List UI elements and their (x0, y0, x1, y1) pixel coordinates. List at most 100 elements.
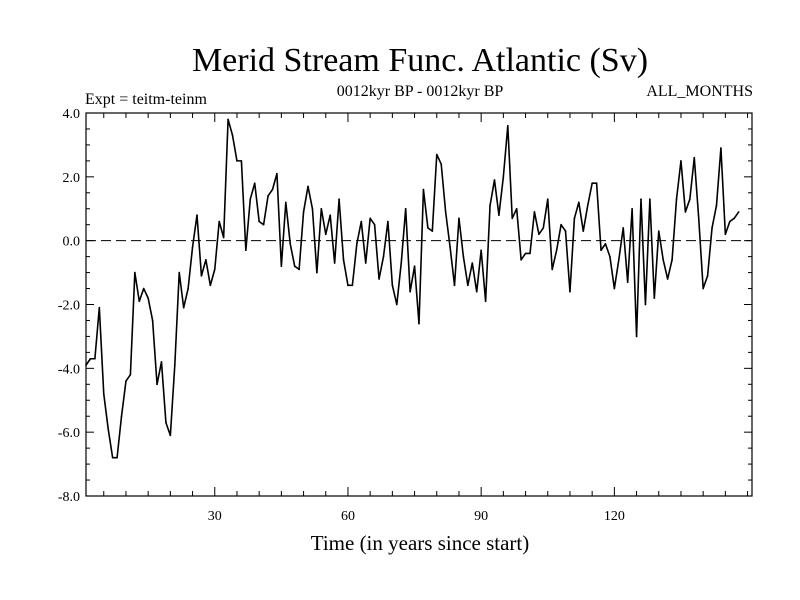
series-line (85, 118, 740, 459)
data-point (200, 274, 203, 277)
data-point (382, 255, 385, 258)
data-point (347, 284, 349, 287)
y-tick-label: -6.0 (58, 426, 80, 441)
x-tick-label: 90 (474, 509, 488, 524)
data-point (538, 233, 540, 236)
data-point (475, 290, 478, 293)
x-tick-label: 60 (341, 509, 355, 524)
data-point (125, 380, 127, 382)
data-point (462, 255, 465, 258)
data-point (720, 147, 722, 149)
data-point (205, 259, 207, 261)
data-point (213, 268, 216, 271)
data-point (600, 249, 602, 252)
data-point (111, 456, 114, 459)
y-tick-label: -2.0 (58, 299, 80, 314)
data-point (551, 268, 553, 271)
data-point (396, 303, 398, 306)
data-point (582, 230, 585, 232)
data-point (555, 249, 558, 252)
data-point (249, 198, 252, 200)
data-point (404, 207, 407, 210)
data-point (142, 287, 145, 290)
data-point (431, 230, 434, 232)
data-point (134, 271, 136, 274)
data-point (351, 284, 354, 287)
data-point (342, 259, 345, 261)
data-point (369, 217, 371, 220)
data-point (165, 421, 167, 424)
experiment-label: Expt = teitm-teinm (85, 91, 207, 108)
data-point (307, 185, 309, 188)
y-tick-label: -8.0 (58, 490, 80, 505)
data-point (715, 204, 718, 207)
y-tick-label: 0.0 (63, 235, 81, 250)
data-point (693, 156, 696, 159)
data-point (706, 274, 709, 277)
data-point (546, 198, 549, 200)
data-point (245, 249, 247, 252)
data-point (444, 211, 447, 213)
data-point (586, 204, 589, 207)
y-axis-ticks: -8.0 -6.0 -4.0 -2.0 0.0 2.0 4.0 (58, 107, 752, 505)
data-point (373, 223, 376, 226)
data-point (151, 319, 154, 322)
data-point (440, 163, 443, 165)
data-point (378, 278, 380, 280)
data-point (94, 357, 96, 360)
data-points (85, 118, 740, 459)
data-point (595, 182, 598, 185)
data-point (604, 243, 607, 245)
data-point (729, 220, 731, 223)
data-point (666, 278, 669, 280)
data-point (138, 300, 141, 303)
data-point (222, 236, 225, 239)
data-point (542, 227, 545, 229)
data-point (458, 217, 460, 220)
data-point (120, 415, 123, 418)
data-point (333, 262, 336, 264)
data-point (422, 188, 425, 191)
data-point (293, 265, 296, 268)
data-point (356, 243, 358, 245)
data-point (427, 227, 429, 229)
data-point (524, 252, 527, 255)
data-point (285, 201, 287, 204)
data-point (489, 204, 491, 207)
data-point (684, 211, 687, 213)
data-point (653, 297, 656, 299)
data-point (209, 284, 212, 287)
data-point (418, 322, 420, 325)
data-point (196, 214, 198, 216)
data-point (622, 227, 625, 229)
data-point (116, 456, 118, 459)
y-tick-label: 2.0 (63, 171, 81, 186)
data-point (102, 393, 105, 395)
data-point (484, 300, 487, 303)
data-point (147, 297, 149, 299)
data-point (480, 249, 482, 252)
plot-frame (85, 112, 753, 497)
data-point (240, 160, 243, 162)
data-point (329, 214, 332, 216)
data-point (702, 287, 704, 290)
x-axis-label: Time (in years since start) (311, 531, 530, 555)
data-point (609, 255, 611, 258)
data-point (227, 118, 229, 121)
data-point (662, 259, 664, 261)
data-point (262, 223, 265, 226)
data-point (502, 176, 505, 178)
data-point (364, 262, 367, 264)
data-point (515, 207, 518, 210)
data-point (89, 357, 92, 360)
data-point (733, 217, 736, 220)
data-point (400, 262, 403, 264)
data-point (560, 223, 562, 226)
data-point (174, 364, 176, 366)
data-point (98, 306, 101, 309)
data-point (564, 230, 567, 232)
data-point (271, 188, 274, 191)
data-point (529, 252, 531, 255)
data-point (409, 290, 411, 293)
